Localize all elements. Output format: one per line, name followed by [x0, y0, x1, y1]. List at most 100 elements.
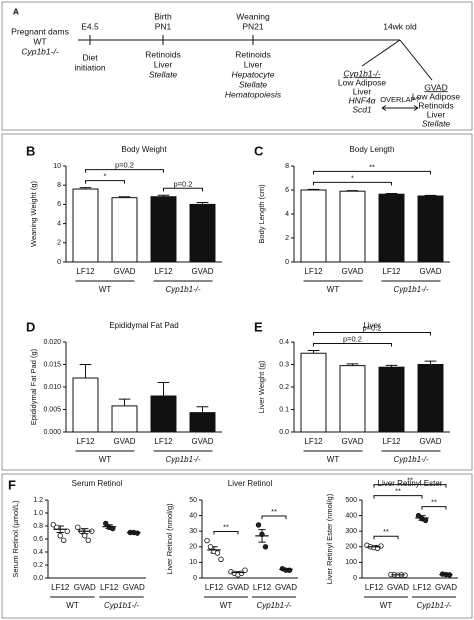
data-point	[262, 544, 269, 550]
link-label: OVERLAP?	[380, 95, 420, 104]
significance-bracket	[373, 495, 423, 499]
y-axis-label: Liver Weight (g)	[257, 360, 266, 413]
group-label: Cyp1b1-/-	[165, 455, 200, 464]
y-tick-label: 0	[193, 575, 197, 582]
significance-bracket	[313, 170, 431, 175]
bar	[150, 196, 177, 263]
bar	[150, 395, 177, 433]
significance-bracket	[261, 515, 287, 519]
bar	[417, 195, 444, 263]
event-label: Liver	[154, 59, 173, 69]
y-tick-label: 100	[345, 559, 357, 566]
event-label: Stellate	[239, 79, 268, 89]
significance-bracket	[313, 181, 392, 186]
start-label: WT	[33, 36, 46, 46]
outcome-label: Cyp1b1-/-	[343, 68, 380, 78]
event-label: Diet	[82, 52, 98, 62]
x-tick-label: LF12	[154, 267, 173, 276]
x-tick-label: GVAD	[341, 437, 363, 446]
panel-letter: C	[254, 143, 264, 158]
event-label: Hematopoiesis	[225, 89, 282, 99]
panel-letter: B	[26, 143, 35, 158]
chart-title: Body Length	[350, 145, 395, 154]
y-tick-label: 4	[285, 211, 289, 218]
bar	[111, 405, 138, 433]
error-bar	[157, 194, 170, 197]
data-point	[50, 522, 56, 528]
y-tick-label: 0.6	[33, 536, 43, 543]
y-tick-label: 10	[53, 163, 61, 170]
data-point	[207, 544, 214, 550]
x-tick-label: GVAD	[191, 437, 213, 446]
x-tick-label: LF12	[154, 437, 173, 446]
data-point	[286, 567, 293, 573]
bar	[189, 203, 216, 263]
event-label: Stellate	[149, 69, 178, 79]
significance-bracket	[421, 506, 447, 510]
event-label: Retinoids	[235, 49, 270, 59]
event-label: PN21	[242, 21, 264, 31]
x-tick-label: LF12	[413, 583, 432, 592]
event-label: Birth	[154, 11, 172, 21]
data-point	[75, 524, 81, 530]
y-axis-label: Liver Retinyl Ester (nmol/g)	[325, 493, 334, 584]
significance-label: **	[395, 487, 401, 496]
significance-label: **	[431, 498, 437, 507]
bar	[72, 188, 99, 263]
x-tick-label: LF12	[365, 583, 384, 592]
x-tick-label: LF12	[205, 583, 224, 592]
group-label: Cyp1b1-/-	[165, 285, 200, 294]
bar	[189, 412, 216, 433]
y-axis-label: Liver Retinol (nmol/g)	[165, 503, 174, 575]
data-point	[422, 517, 429, 523]
panel-frame	[1, 1, 473, 131]
significance-bracket	[85, 180, 125, 184]
significance-label: **	[369, 162, 375, 171]
significance-label: *	[104, 172, 107, 181]
data-point	[57, 533, 63, 539]
significance-label: p=0.2	[343, 335, 362, 344]
y-tick-label: 0	[353, 575, 357, 582]
error-bar	[157, 382, 170, 396]
significance-label: **	[407, 476, 413, 485]
y-tick-label: 2	[57, 240, 61, 247]
significance-bracket	[213, 531, 239, 535]
bar	[300, 189, 327, 263]
y-axis-label: Serum Retinol (μmol/L)	[11, 500, 20, 578]
significance-bracket	[373, 484, 447, 488]
x-tick-label: GVAD	[123, 583, 145, 592]
x-tick-label: GVAD	[74, 583, 96, 592]
y-tick-label: 40	[189, 512, 197, 519]
outcome-label: Liver	[427, 109, 446, 119]
start-label: Pregnant dams	[11, 26, 69, 36]
data-point	[82, 533, 88, 539]
chart-title: Liver	[363, 321, 381, 330]
group-label: Cyp1b1-/-	[104, 601, 139, 610]
x-tick-label: LF12	[382, 437, 401, 446]
bar	[111, 197, 138, 263]
y-tick-label: 0	[285, 259, 289, 266]
bar	[339, 190, 366, 263]
y-axis-label: Epididymal Fat Pad (g)	[29, 348, 38, 425]
y-tick-label: 30	[189, 528, 197, 535]
y-tick-label: 6	[57, 201, 61, 208]
y-tick-label: 0.000	[43, 429, 61, 436]
bar	[417, 364, 444, 433]
y-axis-label: Weaning Weight (g)	[29, 180, 38, 247]
y-axis-label: Body Length (cm)	[257, 184, 266, 244]
x-tick-label: LF12	[304, 267, 323, 276]
outcome-label: Low Adipose	[412, 91, 460, 101]
bar	[378, 193, 405, 263]
x-tick-label: LF12	[253, 583, 272, 592]
y-tick-label: 8	[57, 182, 61, 189]
y-tick-label: 0.2	[279, 384, 289, 391]
x-tick-label: LF12	[51, 583, 70, 592]
x-tick-label: LF12	[76, 267, 95, 276]
error-bar	[346, 363, 359, 366]
start-label: Cyp1b1-/-	[21, 46, 58, 56]
x-tick-label: GVAD	[387, 583, 409, 592]
event-label: Weaning	[236, 11, 270, 21]
data-point	[61, 537, 67, 543]
y-tick-label: 0.0	[279, 429, 289, 436]
y-tick-label: 500	[345, 497, 357, 504]
